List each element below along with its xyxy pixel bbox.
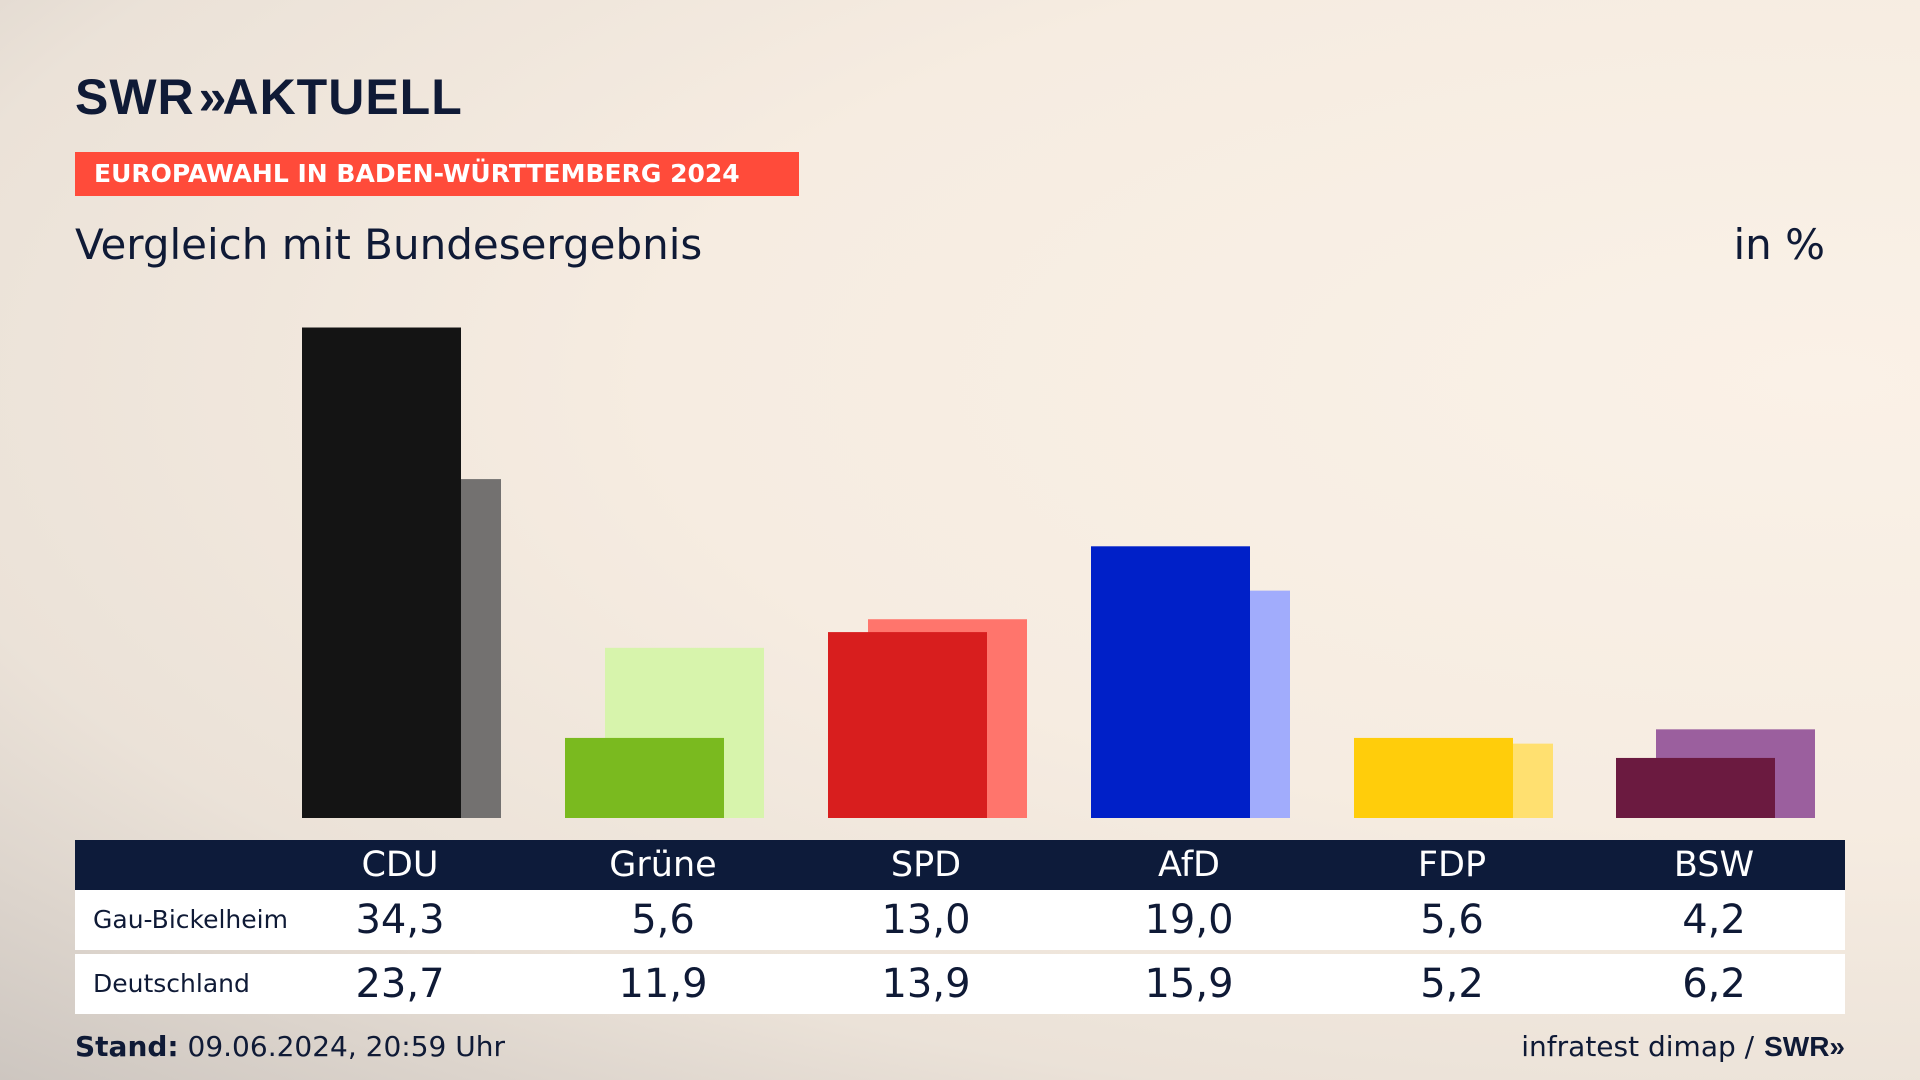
stand-value: 09.06.2024, 20:59 Uhr	[187, 1030, 505, 1063]
bar-gau-bickelheim-fdp	[1354, 737, 1513, 818]
chart-unit: in %	[1733, 220, 1825, 269]
cell-value: 19,0	[1144, 897, 1234, 943]
table-row: Gau-Bickelheim 34,3 5,6 13,0 19,0 5,6 4,2	[75, 890, 1845, 950]
cell-value: 23,7	[355, 961, 445, 1007]
stand-label: Stand:	[75, 1030, 179, 1063]
cell-value: 4,2	[1682, 897, 1746, 943]
cell-value: 34,3	[355, 897, 445, 943]
timestamp: Stand: 09.06.2024, 20:59 Uhr	[75, 1030, 505, 1063]
cell-value: 5,6	[631, 897, 695, 943]
chart-subtitle: Vergleich mit Bundesergebnis	[75, 220, 703, 269]
bar-gau-bickelheim-spd	[828, 632, 987, 818]
table-header: CDU Grüne SPD AfD FDP BSW	[75, 840, 1845, 890]
cell-value: 13,0	[881, 897, 971, 943]
table-body: Gau-Bickelheim 34,3 5,6 13,0 19,0 5,6 4,2 Deuts…	[75, 890, 1845, 1014]
table-row: Deutschland 23,7 11,9 13,9 15,9 5,2 6,2	[75, 954, 1845, 1014]
results-table: CDU Grüne SPD AfD FDP BSW Gau-Bickelheim 34,3 5…	[75, 840, 1845, 1014]
cell-value: 11,9	[618, 961, 708, 1007]
source: infratest dimap / SWR»	[1521, 1030, 1845, 1063]
cell-value: 13,9	[881, 961, 971, 1007]
logo-aktuell: AKTUELL	[222, 69, 463, 125]
bar-gau-bickelheim-cdu	[302, 327, 461, 818]
cell-value: 5,2	[1420, 961, 1484, 1007]
column-header-afd: AfD	[1158, 845, 1220, 885]
row-label: Gau-Bickelheim	[93, 905, 288, 934]
bar-gau-bickelheim-bsw	[1616, 757, 1775, 818]
bar-gau-bickelheim-afd	[1091, 546, 1250, 818]
source-text: infratest dimap /	[1521, 1030, 1755, 1063]
logo-swr: SWR	[75, 69, 195, 125]
swr-small-logo: SWR»	[1764, 1030, 1845, 1062]
column-header-grüne: Grüne	[609, 845, 717, 885]
cell-value: 15,9	[1144, 961, 1234, 1007]
cell-value: 6,2	[1682, 961, 1746, 1007]
swr-aktuell-logo: SWR » AKTUELL	[75, 68, 463, 126]
column-header-fdp: FDP	[1417, 845, 1487, 885]
cell-value: 5,6	[1420, 897, 1484, 943]
column-header-cdu: CDU	[361, 845, 439, 885]
column-header-bsw: BSW	[1673, 845, 1755, 885]
column-header-spd: SPD	[890, 845, 962, 885]
bar-gau-bickelheim-grüne	[565, 737, 724, 818]
row-label: Deutschland	[93, 969, 250, 998]
election-tag: EUROPAWAHL IN BADEN-WÜRTTEMBERG 2024	[75, 152, 799, 196]
